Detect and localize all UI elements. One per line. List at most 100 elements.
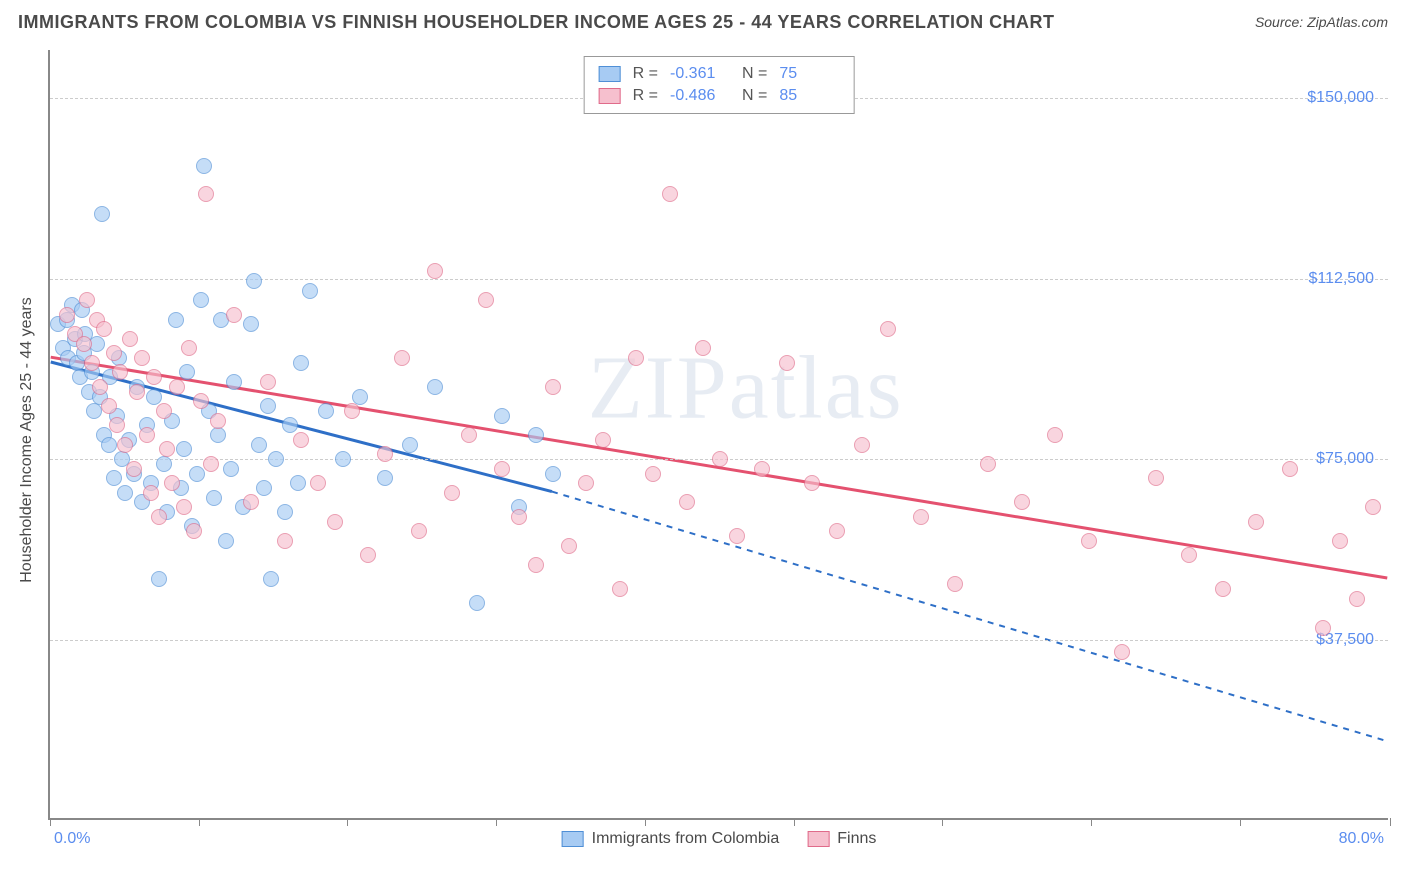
data-point-finns [1014, 494, 1030, 510]
data-point-finns [126, 461, 142, 477]
data-point-colombia [528, 427, 544, 443]
data-point-colombia [151, 571, 167, 587]
data-point-finns [880, 321, 896, 337]
data-point-finns [164, 475, 180, 491]
data-point-finns [394, 350, 410, 366]
swatch-finns [807, 831, 829, 847]
y-axis-title: Householder Income Ages 25 - 44 years [18, 297, 36, 583]
data-point-finns [84, 355, 100, 371]
data-point-finns [293, 432, 309, 448]
data-point-finns [344, 403, 360, 419]
swatch-finns [599, 88, 621, 104]
data-point-colombia [168, 312, 184, 328]
data-point-colombia [494, 408, 510, 424]
y-tick-label: $75,000 [1316, 450, 1374, 468]
data-point-finns [595, 432, 611, 448]
data-point-colombia [263, 571, 279, 587]
data-point-colombia [86, 403, 102, 419]
data-point-finns [1315, 620, 1331, 636]
data-point-finns [169, 379, 185, 395]
data-point-colombia [277, 504, 293, 520]
x-tick [347, 818, 348, 826]
y-tick-label: $150,000 [1307, 89, 1374, 107]
data-point-finns [181, 340, 197, 356]
x-tick [645, 818, 646, 826]
data-point-colombia [302, 283, 318, 299]
data-point-finns [101, 398, 117, 414]
x-tick [942, 818, 943, 826]
data-point-finns [146, 369, 162, 385]
data-point-finns [96, 321, 112, 337]
data-point-finns [327, 514, 343, 530]
data-point-colombia [469, 595, 485, 611]
data-point-colombia [101, 437, 117, 453]
legend-r-value: -0.361 [670, 65, 730, 83]
legend-label: Finns [837, 830, 876, 848]
data-point-colombia [246, 273, 262, 289]
legend-n-label: N = [742, 87, 767, 105]
data-point-finns [578, 475, 594, 491]
data-point-colombia [226, 374, 242, 390]
data-point-finns [106, 345, 122, 361]
legend-r-value: -0.486 [670, 87, 730, 105]
data-point-finns [662, 186, 678, 202]
data-point-finns [1215, 581, 1231, 597]
data-point-finns [411, 523, 427, 539]
data-point-finns [76, 336, 92, 352]
data-point-finns [1349, 591, 1365, 607]
chart-source: Source: ZipAtlas.com [1255, 14, 1388, 30]
data-point-finns [203, 456, 219, 472]
data-point-finns [1332, 533, 1348, 549]
data-point-finns [980, 456, 996, 472]
data-point-finns [1047, 427, 1063, 443]
data-point-finns [545, 379, 561, 395]
data-point-finns [260, 374, 276, 390]
x-axis-min-label: 0.0% [54, 830, 90, 848]
data-point-colombia [427, 379, 443, 395]
legend-n-value: 75 [779, 65, 839, 83]
data-point-finns [122, 331, 138, 347]
data-point-finns [79, 292, 95, 308]
data-point-finns [561, 538, 577, 554]
data-point-colombia [268, 451, 284, 467]
data-point-finns [151, 509, 167, 525]
data-point-finns [1282, 461, 1298, 477]
data-point-colombia [243, 316, 259, 332]
data-point-finns [156, 403, 172, 419]
data-point-finns [679, 494, 695, 510]
data-point-colombia [179, 364, 195, 380]
data-point-colombia [206, 490, 222, 506]
x-tick [1091, 818, 1092, 826]
data-point-colombia [193, 292, 209, 308]
legend-n-value: 85 [779, 87, 839, 105]
data-point-finns [478, 292, 494, 308]
data-point-finns [277, 533, 293, 549]
legend-r-label: R = [633, 65, 658, 83]
data-point-finns [210, 413, 226, 429]
data-point-finns [117, 437, 133, 453]
regression-line-finns [51, 357, 1388, 578]
data-point-colombia [106, 470, 122, 486]
data-point-finns [59, 307, 75, 323]
data-point-finns [913, 509, 929, 525]
data-point-finns [360, 547, 376, 563]
data-point-finns [193, 393, 209, 409]
data-point-finns [1248, 514, 1264, 530]
data-point-finns [695, 340, 711, 356]
data-point-colombia [94, 206, 110, 222]
series-legend: Immigrants from Colombia Finns [562, 830, 877, 848]
data-point-colombia [176, 441, 192, 457]
data-point-finns [176, 499, 192, 515]
data-point-finns [779, 355, 795, 371]
data-point-finns [729, 528, 745, 544]
y-tick-label: $112,500 [1308, 270, 1374, 288]
data-point-colombia [218, 533, 234, 549]
data-point-finns [198, 186, 214, 202]
legend-n-label: N = [742, 65, 767, 83]
data-point-finns [754, 461, 770, 477]
data-point-colombia [223, 461, 239, 477]
data-point-colombia [210, 427, 226, 443]
data-point-colombia [290, 475, 306, 491]
regression-lines [50, 50, 1388, 818]
data-point-colombia [146, 389, 162, 405]
